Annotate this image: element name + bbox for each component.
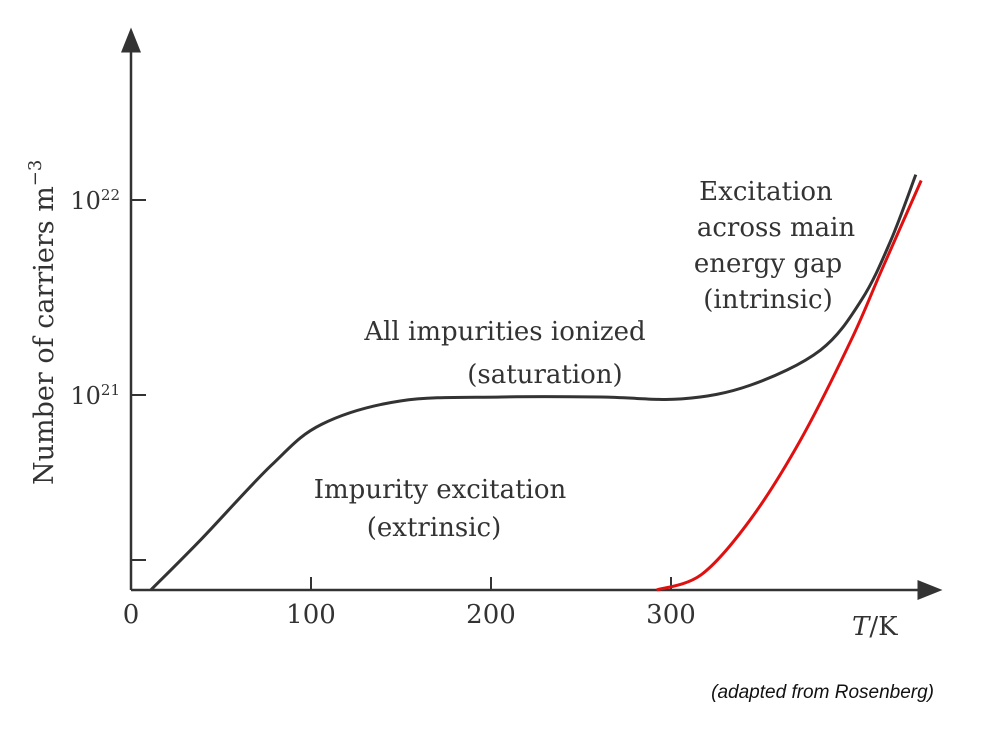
y-axis-label: Number of carriers m−3 bbox=[25, 160, 60, 485]
svg-text:across main: across main bbox=[697, 213, 856, 243]
svg-text:Excitation: Excitation bbox=[699, 177, 833, 207]
annotation-intrinsic: Excitation across main energy gap (intri… bbox=[694, 177, 856, 315]
svg-text:(intrinsic): (intrinsic) bbox=[703, 285, 833, 315]
y-tick-label: 1021 bbox=[70, 381, 120, 410]
y-tick-label: 1022 bbox=[70, 186, 120, 215]
x-tick-label: 200 bbox=[466, 600, 516, 630]
total-carriers-curve bbox=[149, 174, 918, 592]
x-tick-label: 300 bbox=[646, 600, 696, 630]
x-tick-label: 0 bbox=[123, 600, 140, 630]
x-tick-label: 100 bbox=[286, 600, 336, 630]
svg-text:(saturation): (saturation) bbox=[467, 360, 622, 390]
svg-text:All impurities ionized: All impurities ionized bbox=[363, 317, 645, 347]
annotation-saturation: All impurities ionized (saturation) bbox=[363, 317, 645, 390]
svg-text:energy gap: energy gap bbox=[694, 249, 842, 279]
source-credit: (adapted from Rosenberg) bbox=[711, 682, 934, 703]
annotation-extrinsic: Impurity excitation (extrinsic) bbox=[314, 475, 567, 543]
intrinsic-carriers-curve bbox=[656, 179, 923, 592]
svg-text:(extrinsic): (extrinsic) bbox=[367, 513, 502, 543]
svg-text:Impurity excitation: Impurity excitation bbox=[314, 475, 567, 505]
x-axis-label: T/K bbox=[852, 612, 898, 642]
